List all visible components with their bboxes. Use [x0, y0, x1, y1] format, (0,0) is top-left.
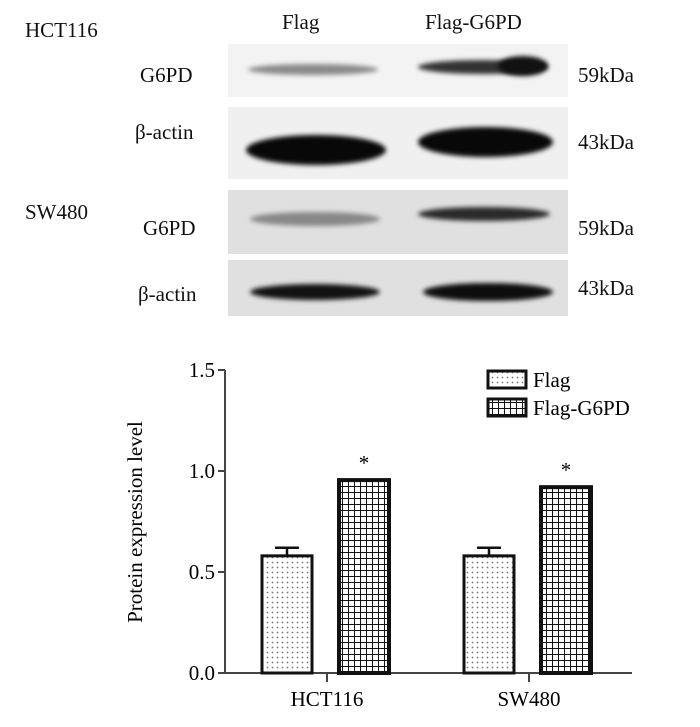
protein-label-actin-2: β-actin — [138, 282, 197, 306]
bar-sw480-flag-g6pd — [539, 485, 593, 675]
bar-hct116-flag-g6pd — [337, 478, 391, 675]
lane-label-flag-g6pd: Flag-G6PD — [425, 10, 522, 34]
x-tick-label: SW480 — [498, 687, 561, 711]
y-tick-label: 1.0 — [189, 459, 215, 483]
x-tick-label: HCT116 — [291, 687, 364, 711]
band — [250, 212, 380, 226]
band — [418, 207, 550, 221]
significance-asterisk: * — [359, 451, 370, 475]
band — [498, 56, 548, 76]
cell-line-label-hct116: HCT116 — [25, 18, 98, 42]
size-label-2: 43kDa — [578, 130, 634, 154]
y-axis-label: Protein expression level — [123, 421, 147, 623]
blot-panel-sw480-g6pd — [228, 190, 568, 254]
band — [418, 127, 553, 157]
band — [246, 135, 386, 165]
cell-line-label-sw480: SW480 — [25, 200, 88, 224]
size-label-1: 59kDa — [578, 63, 634, 87]
protein-label-g6pd-2: G6PD — [143, 216, 196, 240]
lane-label-flag: Flag — [282, 10, 320, 34]
legend-swatch-flag-g6pd — [486, 397, 528, 418]
size-label-4: 43kDa — [578, 276, 634, 300]
legend-label-flag: Flag — [533, 368, 571, 392]
band — [423, 283, 553, 301]
band — [248, 64, 378, 75]
bar-sw480-flag — [462, 554, 516, 675]
protein-label-actin-1: β-actin — [135, 120, 194, 144]
size-label-3: 59kDa — [578, 216, 634, 240]
legend-label-flag-g6pd: Flag-G6PD — [533, 396, 630, 420]
bar-hct116-flag — [260, 554, 314, 675]
legend-swatch-flag — [486, 369, 528, 390]
band — [250, 284, 380, 300]
blot-panel-hct116-g6pd — [228, 44, 568, 97]
y-tick-label: 0.0 — [189, 661, 215, 685]
y-tick-label: 0.5 — [189, 560, 215, 584]
blot-panel-sw480-actin — [228, 260, 568, 316]
y-tick-label: 1.5 — [189, 358, 215, 382]
significance-asterisk: * — [561, 458, 572, 482]
blot-panel-hct116-actin — [228, 107, 568, 179]
protein-label-g6pd-1: G6PD — [140, 63, 193, 87]
